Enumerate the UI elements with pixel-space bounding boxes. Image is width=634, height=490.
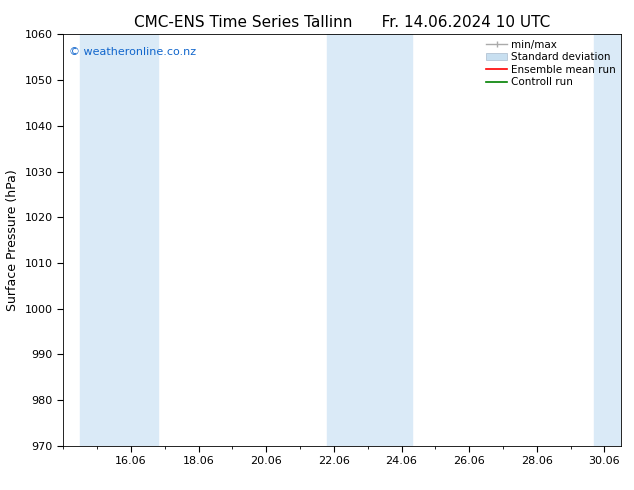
Bar <box>594 34 621 446</box>
Bar <box>81 34 158 446</box>
Legend: min/max, Standard deviation, Ensemble mean run, Controll run: min/max, Standard deviation, Ensemble me… <box>484 37 618 89</box>
Title: CMC-ENS Time Series Tallinn      Fr. 14.06.2024 10 UTC: CMC-ENS Time Series Tallinn Fr. 14.06.20… <box>134 15 550 30</box>
Bar <box>327 34 411 446</box>
Text: © weatheronline.co.nz: © weatheronline.co.nz <box>69 47 196 57</box>
Y-axis label: Surface Pressure (hPa): Surface Pressure (hPa) <box>6 169 19 311</box>
